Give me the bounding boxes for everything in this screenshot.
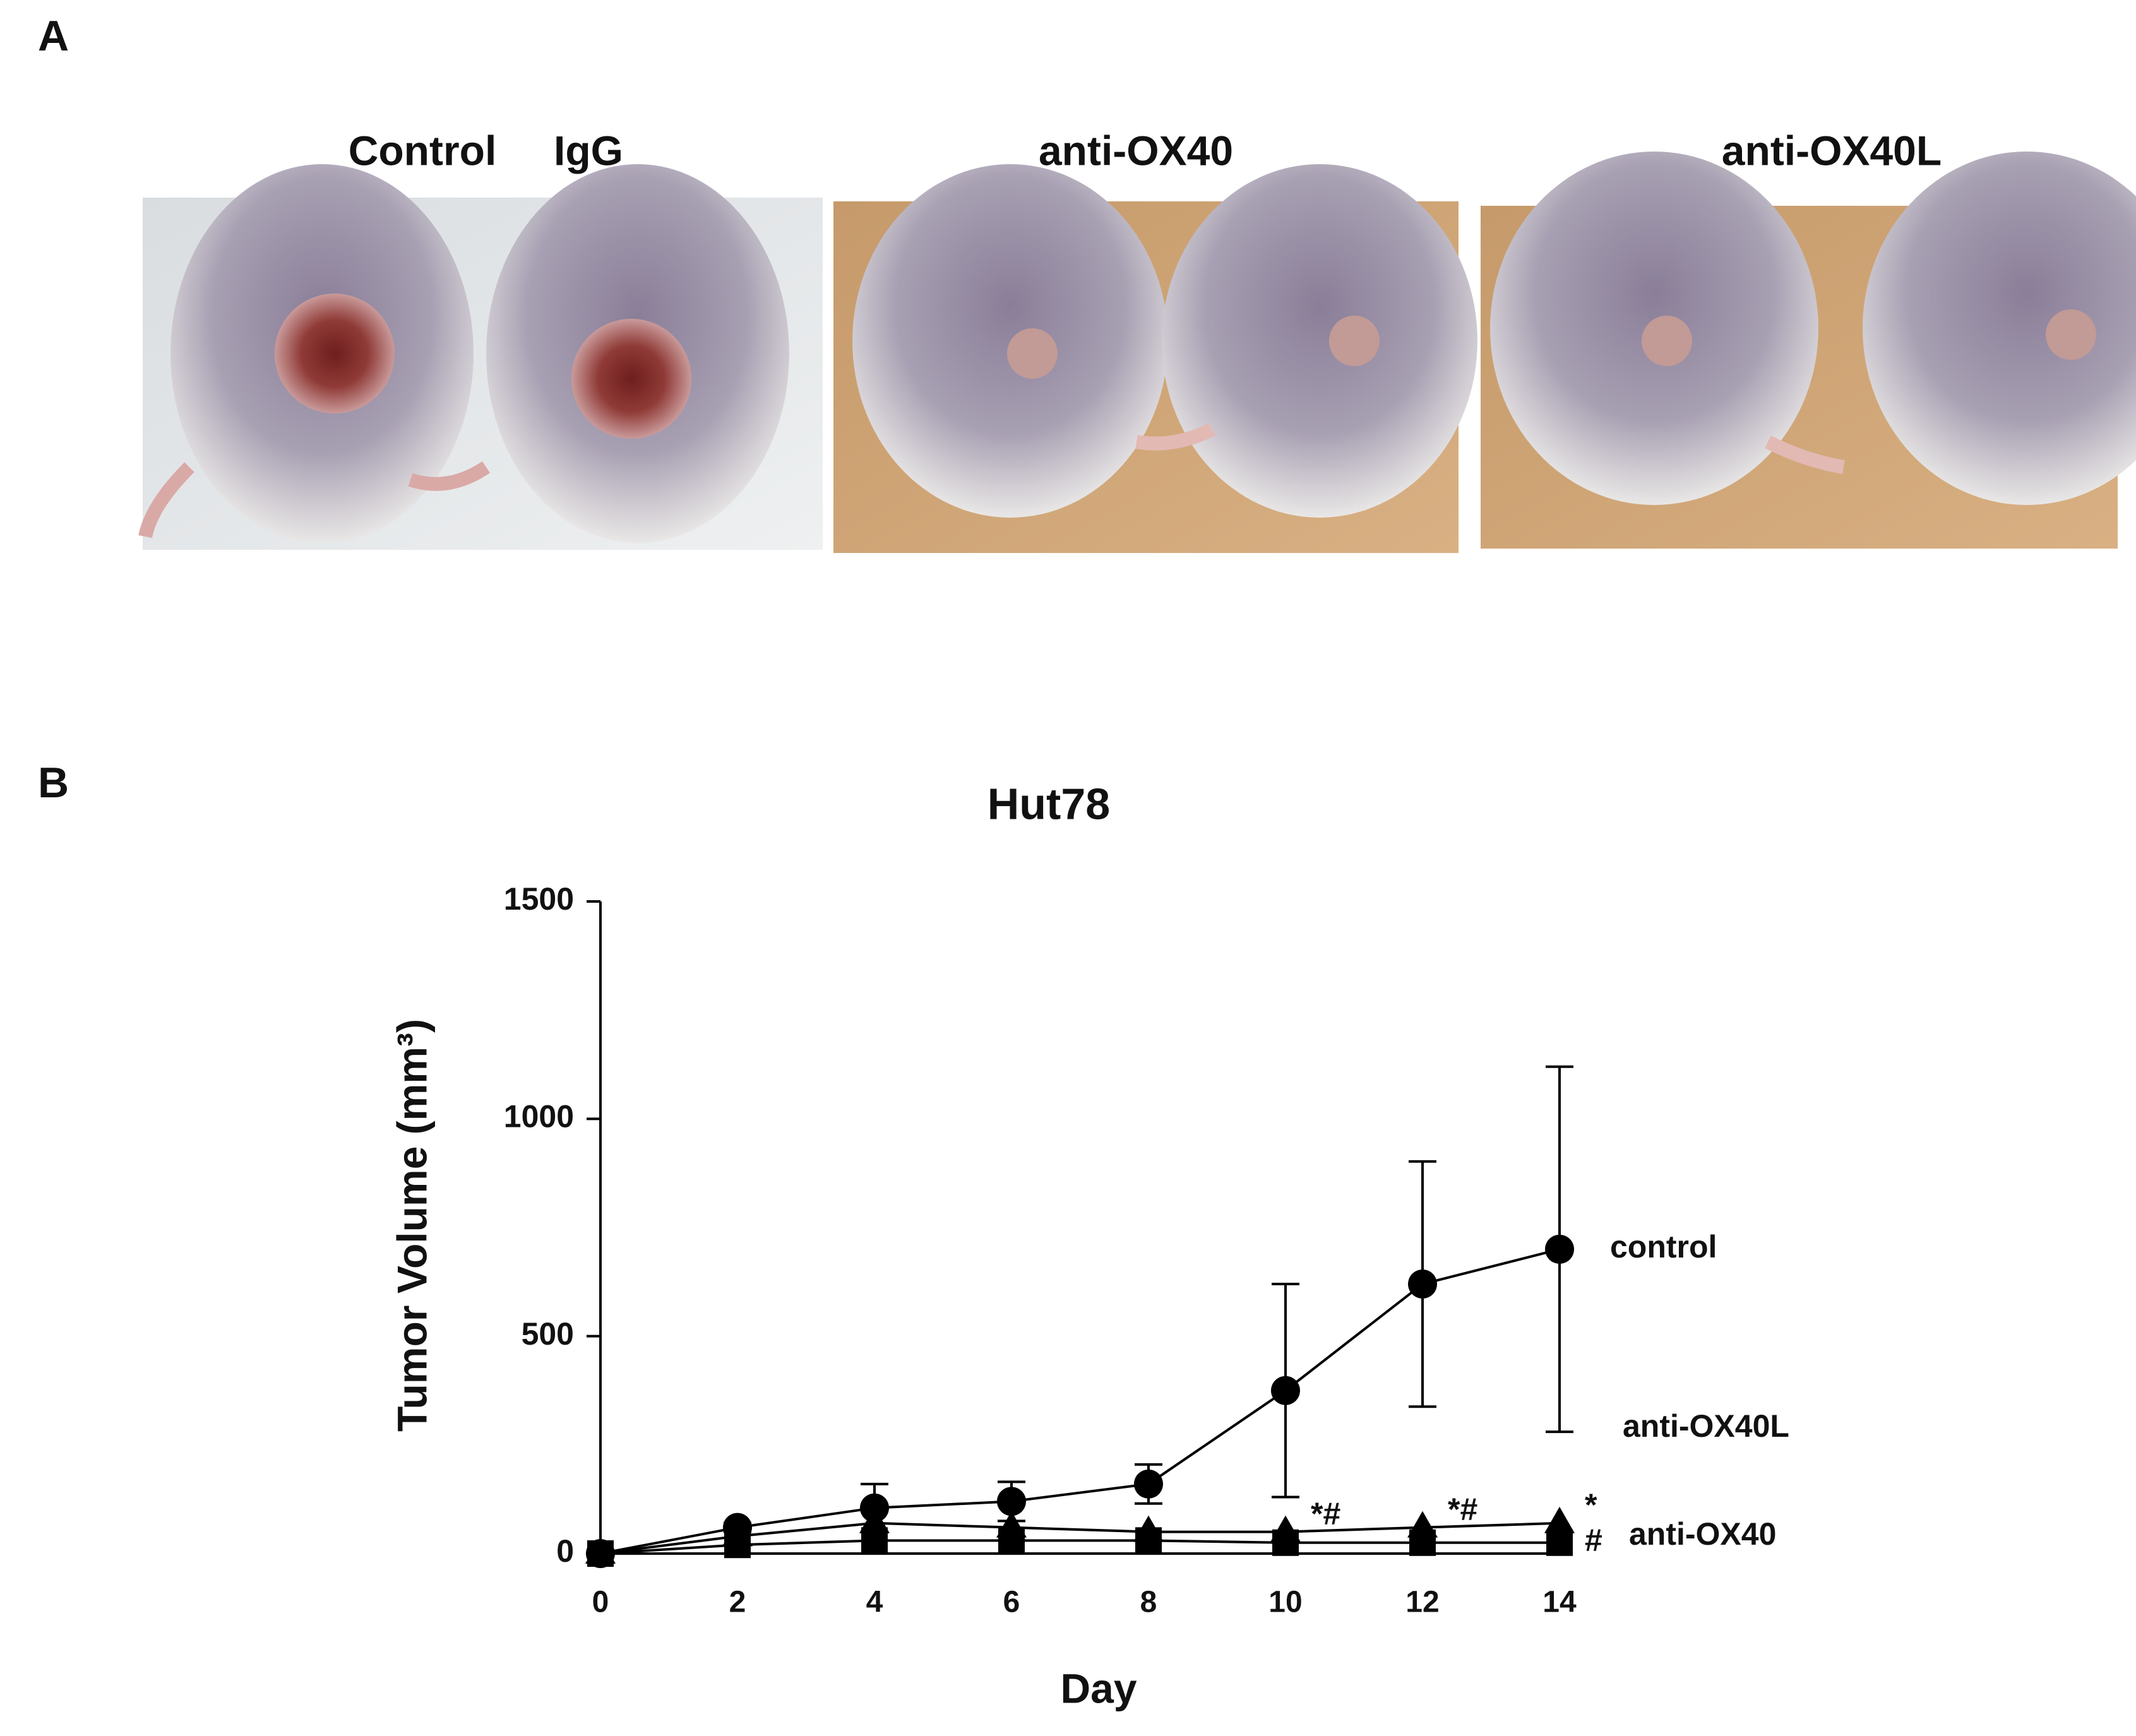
marker bbox=[1272, 1529, 1299, 1556]
series-line bbox=[600, 1521, 1560, 1555]
series-line bbox=[600, 1539, 1560, 1555]
x-tick-label: 8 bbox=[1140, 1586, 1157, 1619]
marker bbox=[587, 1540, 614, 1567]
marker bbox=[1545, 1234, 1574, 1264]
photo bbox=[833, 164, 1477, 553]
marker bbox=[1546, 1529, 1573, 1556]
marker bbox=[1135, 1527, 1162, 1554]
marker bbox=[1408, 1269, 1437, 1299]
marker bbox=[1271, 1376, 1300, 1405]
marker bbox=[1409, 1529, 1436, 1556]
chart-title: Hut78 bbox=[987, 779, 1110, 828]
x-tick-label: 6 bbox=[1003, 1586, 1020, 1619]
annotation: *# bbox=[1311, 1496, 1340, 1531]
series-label: control bbox=[1610, 1229, 1717, 1264]
x-tick-label: 14 bbox=[1542, 1586, 1577, 1619]
marker bbox=[1134, 1469, 1163, 1499]
y-tick-label: 1000 bbox=[504, 1099, 574, 1134]
annotation: # bbox=[1585, 1523, 1602, 1558]
y-tick-label: 500 bbox=[522, 1316, 574, 1352]
panel-label: A bbox=[38, 12, 69, 60]
y-tick-label: 1500 bbox=[504, 881, 574, 917]
annotation: *# bbox=[1448, 1492, 1477, 1527]
x-tick-label: 12 bbox=[1405, 1586, 1439, 1619]
series-label: anti-OX40 bbox=[1629, 1516, 1776, 1552]
photo-label: IgG bbox=[554, 127, 623, 174]
series-line bbox=[600, 1247, 1560, 1555]
y-axis-label: Tumor Volume (mm³) bbox=[388, 1019, 435, 1432]
marker bbox=[861, 1527, 888, 1554]
x-axis-label: Day bbox=[1060, 1665, 1137, 1711]
x-tick-label: 10 bbox=[1268, 1586, 1302, 1619]
photo bbox=[138, 164, 823, 550]
x-tick-label: 4 bbox=[866, 1586, 883, 1619]
y-tick-label: 0 bbox=[556, 1533, 574, 1569]
photo-label: anti-OX40 bbox=[1039, 127, 1233, 174]
marker bbox=[859, 1506, 890, 1533]
series-label: anti-OX40L bbox=[1623, 1408, 1789, 1444]
photo-label: anti-OX40L bbox=[1722, 127, 1942, 174]
marker bbox=[724, 1531, 751, 1559]
x-tick-label: 2 bbox=[729, 1586, 746, 1619]
marker bbox=[1544, 1506, 1575, 1533]
photo-label: Control bbox=[349, 127, 497, 174]
x-tick-label: 0 bbox=[592, 1586, 609, 1619]
panel-label: B bbox=[38, 759, 69, 807]
photo bbox=[1481, 152, 2136, 549]
marker bbox=[998, 1527, 1025, 1554]
annotation: * bbox=[1585, 1487, 1597, 1523]
marker bbox=[997, 1487, 1026, 1516]
